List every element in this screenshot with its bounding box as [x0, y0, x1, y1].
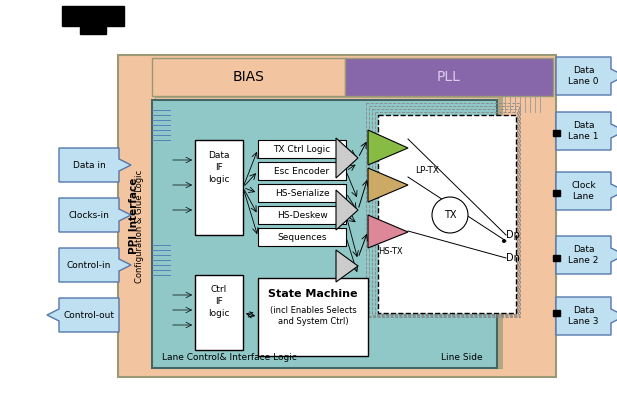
Text: HS-TX: HS-TX: [378, 247, 403, 256]
Polygon shape: [59, 248, 131, 282]
Bar: [553, 255, 560, 261]
Text: HS-Serialize: HS-Serialize: [275, 188, 329, 197]
Text: Esc Encoder: Esc Encoder: [275, 167, 329, 175]
Bar: [375, 112, 517, 314]
Text: Data
Lane 3: Data Lane 3: [568, 306, 598, 326]
Polygon shape: [336, 138, 358, 178]
Bar: [164, 88, 501, 368]
Text: HS-Deskew: HS-Deskew: [276, 210, 328, 219]
Text: PLL: PLL: [437, 70, 461, 84]
Bar: [155, 97, 498, 368]
Polygon shape: [47, 298, 119, 332]
Text: Data
Lane 0: Data Lane 0: [568, 66, 598, 86]
Bar: [258, 278, 368, 356]
Bar: [195, 140, 243, 235]
Text: Data: Data: [209, 151, 230, 160]
Bar: [258, 206, 346, 224]
Polygon shape: [336, 250, 358, 282]
Text: Clock
Lane: Clock Lane: [571, 181, 596, 201]
Text: Lane Control& Interface Logic: Lane Control& Interface Logic: [162, 353, 297, 362]
Text: Data
Lane 1: Data Lane 1: [568, 121, 598, 141]
Polygon shape: [368, 130, 408, 165]
Text: TX: TX: [444, 210, 456, 220]
Polygon shape: [556, 112, 617, 150]
Bar: [378, 115, 516, 313]
Text: State Machine: State Machine: [268, 289, 358, 299]
Circle shape: [502, 239, 506, 243]
Bar: [80, 26, 106, 34]
Bar: [369, 106, 519, 316]
Bar: [372, 109, 518, 315]
Bar: [553, 310, 560, 316]
Bar: [258, 184, 346, 202]
Text: Control-out: Control-out: [64, 310, 115, 320]
Polygon shape: [59, 198, 131, 232]
Polygon shape: [368, 168, 408, 202]
Bar: [345, 58, 553, 96]
Text: Configuration & Glue Logic: Configuration & Glue Logic: [136, 169, 144, 282]
Text: Data in: Data in: [73, 160, 106, 169]
Text: IF: IF: [215, 162, 223, 171]
Text: LP-TX: LP-TX: [415, 165, 439, 175]
Polygon shape: [556, 57, 617, 95]
Circle shape: [432, 197, 468, 233]
Text: TX Ctrl Logic: TX Ctrl Logic: [273, 145, 331, 154]
Bar: [195, 275, 243, 350]
Bar: [161, 91, 500, 368]
Bar: [553, 190, 560, 196]
Text: Ctrl: Ctrl: [211, 286, 227, 294]
Text: Control-in: Control-in: [67, 260, 111, 269]
Text: (incl Enables Selects: (incl Enables Selects: [270, 305, 357, 314]
Text: Dn: Dn: [506, 253, 520, 263]
Text: Data
Lane 2: Data Lane 2: [568, 245, 598, 265]
Polygon shape: [59, 148, 131, 182]
Text: Clocks-in: Clocks-in: [68, 210, 109, 219]
Bar: [366, 103, 520, 317]
Text: PPI Interface: PPI Interface: [129, 178, 139, 254]
Bar: [258, 162, 346, 180]
Bar: [62, 6, 124, 26]
Text: Dp: Dp: [506, 230, 520, 240]
Bar: [158, 94, 499, 368]
Text: Line Side: Line Side: [441, 353, 482, 362]
Bar: [152, 58, 345, 96]
Polygon shape: [556, 172, 617, 210]
Polygon shape: [556, 297, 617, 335]
Bar: [258, 228, 346, 246]
Text: IF: IF: [215, 297, 223, 307]
Text: logic: logic: [209, 175, 230, 184]
Polygon shape: [556, 236, 617, 274]
Text: and System Ctrl): and System Ctrl): [278, 318, 349, 327]
Bar: [167, 85, 502, 368]
Text: logic: logic: [209, 310, 230, 318]
Polygon shape: [336, 190, 358, 230]
Text: Sequences: Sequences: [277, 232, 327, 242]
Bar: [553, 130, 560, 136]
Bar: [118, 55, 556, 377]
Bar: [258, 140, 346, 158]
Bar: [152, 100, 497, 368]
Polygon shape: [368, 215, 408, 248]
Text: BIAS: BIAS: [233, 70, 265, 84]
